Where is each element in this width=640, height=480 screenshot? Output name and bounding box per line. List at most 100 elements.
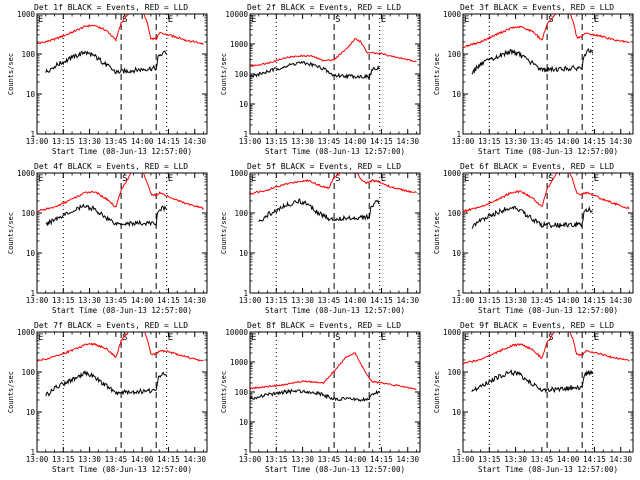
y-tick-label: 10 — [26, 249, 36, 258]
plot-frame — [462, 331, 634, 453]
series-line-lld — [250, 173, 417, 195]
x-tick-label: 14:30 — [396, 137, 419, 146]
x-tick-label: 13:15 — [52, 296, 75, 305]
x-tick-label: 14:00 — [557, 296, 580, 305]
x-tick-label: 13:45 — [531, 137, 554, 146]
y-tick-label: 100 — [234, 70, 248, 79]
y-tick-label: 1 — [456, 448, 461, 457]
x-tick-label: 14:30 — [609, 296, 632, 305]
y-tick-label: 1000 — [230, 169, 249, 178]
x-tick-label: 14:15 — [370, 296, 393, 305]
y-tick-label: 1 — [243, 289, 248, 298]
y-tick-label: 1 — [30, 289, 35, 298]
panel-det-6: Det 6f BLACK = Events, RED = LLD 1 10 100 10… — [433, 162, 634, 315]
x-tick-label: 13:15 — [52, 137, 75, 146]
y-tick-label: 10 — [452, 408, 462, 417]
time-marker-label: E — [464, 174, 469, 184]
y-tick-label: 10 — [26, 90, 36, 99]
series-line-events — [45, 203, 168, 228]
y-tick-label: 1000 — [443, 328, 462, 337]
series-group — [37, 173, 204, 228]
time-marker-label: E — [381, 15, 386, 25]
time-marker-label: E — [594, 15, 599, 25]
y-tick-label: 1000 — [17, 328, 36, 337]
y-axis-label: Counts/sec — [220, 371, 228, 413]
time-marker-label: E — [251, 333, 256, 343]
plot-frame — [249, 172, 421, 294]
series-line-lld — [463, 173, 630, 213]
x-tick-label: 14:00 — [131, 455, 154, 464]
x-tick-label: 13:30 — [78, 296, 101, 305]
y-tick-label: 100 — [234, 388, 248, 397]
y-tick-label: 1000 — [17, 10, 36, 19]
time-marker-label: E — [594, 333, 599, 343]
y-axis-label: Counts/sec — [220, 212, 228, 254]
y-tick-label: 1000 — [443, 10, 462, 19]
time-marker-label: S — [122, 15, 127, 25]
series-group — [250, 37, 417, 80]
x-axis-label: Start Time (08-Jun-13 12:57:00) — [478, 465, 618, 474]
y-tick-label: 10 — [26, 408, 36, 417]
x-tick-label: 14:15 — [370, 455, 393, 464]
series-line-events — [258, 198, 380, 223]
x-tick-label: 14:30 — [183, 137, 206, 146]
x-tick-label: 13:15 — [265, 137, 288, 146]
series-line-events — [471, 47, 594, 75]
panel-title: Det 1f BLACK = Events, RED = LLD — [34, 3, 188, 12]
panel-det-1: Det 1f BLACK = Events, RED = LLD 1 10 100 10… — [7, 3, 208, 156]
x-tick-label: 14:30 — [396, 455, 419, 464]
time-marker-label: S — [122, 333, 127, 343]
y-tick-label: 1 — [456, 289, 461, 298]
y-tick-label: 100 — [447, 50, 461, 59]
y-tick-label: 1000 — [230, 40, 249, 49]
series-group — [250, 173, 417, 223]
series-line-events — [471, 369, 594, 394]
series-line-events — [250, 60, 381, 80]
x-tick-label: 13:15 — [478, 296, 501, 305]
x-tick-label: 13:00 — [26, 296, 49, 305]
x-tick-label: 14:15 — [583, 455, 606, 464]
panel-det-9: Det 9f BLACK = Events, RED = LLD 1 10 100 10… — [433, 321, 634, 474]
x-tick-label: 13:45 — [531, 296, 554, 305]
x-tick-label: 13:45 — [318, 455, 341, 464]
x-tick-label: 13:45 — [105, 137, 128, 146]
panel-det-4: Det 4f BLACK = Events, RED = LLD 1 10 100 10… — [7, 162, 208, 315]
y-axis-label: Counts/sec — [433, 53, 441, 95]
y-tick-label: 100 — [21, 209, 35, 218]
x-tick-label: 13:30 — [291, 137, 314, 146]
x-tick-label: 14:15 — [157, 296, 180, 305]
x-tick-label: 13:00 — [26, 455, 49, 464]
x-tick-label: 14:15 — [157, 137, 180, 146]
panel-title: Det 5f BLACK = Events, RED = LLD — [247, 162, 401, 171]
panel-det-3: Det 3f BLACK = Events, RED = LLD 1 10 100 10… — [433, 3, 634, 156]
time-marker-label: E — [168, 174, 173, 184]
x-tick-label: 13:30 — [504, 455, 527, 464]
time-marker-label: S — [335, 174, 340, 184]
x-axis-label: Start Time (08-Jun-13 12:57:00) — [52, 306, 192, 315]
plot-frame — [462, 13, 634, 135]
x-tick-label: 13:45 — [531, 455, 554, 464]
x-tick-label: 13:00 — [239, 455, 262, 464]
plot-frame — [36, 13, 208, 135]
time-marker-label: S — [335, 15, 340, 25]
x-tick-label: 13:30 — [504, 296, 527, 305]
panel-title: Det 4f BLACK = Events, RED = LLD — [34, 162, 188, 171]
series-group — [37, 332, 204, 397]
plot-frame — [36, 331, 208, 453]
x-tick-label: 14:30 — [609, 455, 632, 464]
y-tick-label: 1 — [456, 130, 461, 139]
panel-det-7: Det 7f BLACK = Events, RED = LLD 1 10 100 10… — [7, 321, 208, 474]
x-tick-label: 14:15 — [157, 455, 180, 464]
y-tick-label: 10 — [239, 100, 249, 109]
x-tick-label: 14:15 — [583, 296, 606, 305]
time-marker-label: E — [464, 15, 469, 25]
series-line-lld — [250, 352, 417, 391]
plot-frame — [462, 172, 634, 294]
series-line-lld — [37, 14, 204, 45]
series-line-lld — [37, 332, 204, 362]
x-tick-label: 13:00 — [452, 137, 475, 146]
time-marker-label: E — [464, 333, 469, 343]
series-line-lld — [37, 173, 204, 213]
time-marker-label: E — [168, 333, 173, 343]
panel-det-2: Det 2f BLACK = Events, RED = LLD 1 10 100 10… — [220, 3, 421, 156]
